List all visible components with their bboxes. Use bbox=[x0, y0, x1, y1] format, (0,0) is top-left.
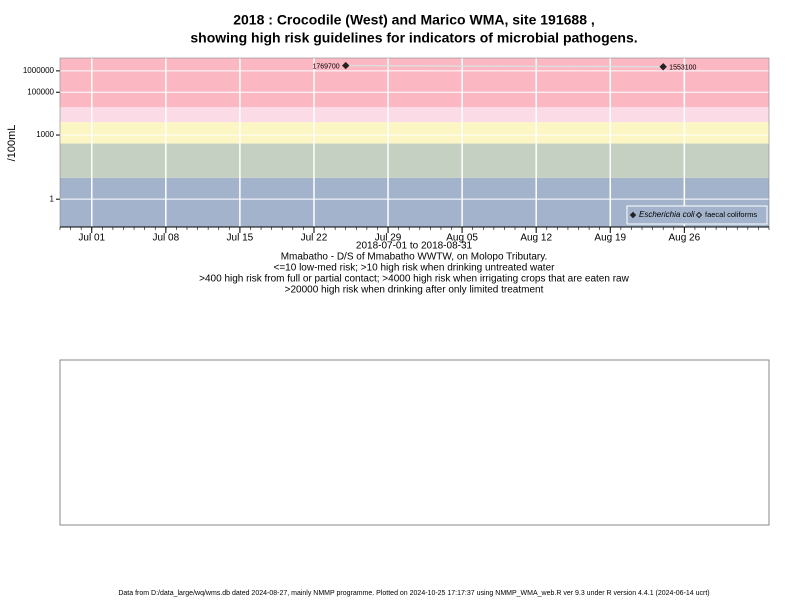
chart-subtitle: showing high risk guidelines for indicat… bbox=[190, 30, 637, 46]
y-tick-label: 100000 bbox=[27, 87, 54, 96]
caption: Mmabatho - D/S of Mmabatho WWTW, on Molo… bbox=[281, 252, 548, 263]
data-label: 1553100 bbox=[669, 65, 696, 72]
x-tick-label: Aug 12 bbox=[520, 233, 552, 244]
legend-marker bbox=[695, 211, 703, 219]
x-tick-label: Jul 01 bbox=[78, 233, 105, 244]
x-tick-label: Jul 08 bbox=[152, 233, 179, 244]
caption: >20000 high risk when drinking after onl… bbox=[285, 285, 544, 296]
footer: Data from D:/data_large/wq/wms.db dated … bbox=[118, 590, 709, 597]
legend-label: faecal coliforms bbox=[705, 210, 757, 219]
data-point bbox=[342, 61, 350, 70]
y-tick-label: 1000 bbox=[36, 130, 54, 139]
guideline-band bbox=[60, 122, 769, 144]
x-tick-label: Aug 26 bbox=[668, 233, 700, 244]
x-tick-label: Jul 29 bbox=[375, 233, 402, 244]
data-point bbox=[659, 63, 667, 71]
caption: 2018-07-01 to 2018-08-31 bbox=[356, 241, 473, 252]
legend-marker bbox=[629, 211, 637, 219]
x-tick-label: Jul 15 bbox=[227, 233, 254, 244]
data-label: 1769700 bbox=[312, 63, 339, 70]
caption: >400 high risk from full or partial cont… bbox=[199, 274, 629, 285]
x-tick-label: Jul 22 bbox=[301, 233, 328, 244]
series-line bbox=[345, 64, 664, 68]
y-axis-label: /100mL bbox=[6, 125, 18, 162]
guideline-band bbox=[60, 143, 769, 178]
guideline-band bbox=[60, 107, 769, 123]
caption: <=10 low-med risk; >10 high risk when dr… bbox=[274, 263, 556, 274]
y-tick-label: 1000000 bbox=[23, 66, 55, 75]
chart-title: 2018 : Crocodile (West) and Marico WMA, … bbox=[233, 12, 595, 28]
x-tick-label: Aug 19 bbox=[594, 233, 626, 244]
y-tick-label: 1 bbox=[50, 194, 55, 203]
x-tick-label: Aug 05 bbox=[446, 233, 478, 244]
legend-label: Escherichia coli bbox=[639, 210, 695, 219]
empty-panel bbox=[59, 359, 770, 526]
